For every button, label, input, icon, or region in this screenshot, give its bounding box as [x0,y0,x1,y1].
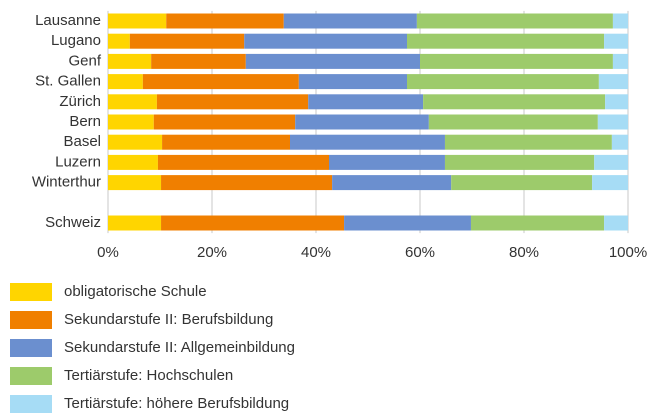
bar-segment [162,134,290,150]
legend-swatch [10,367,52,385]
legend-label: obligatorische Schule [64,283,207,300]
bar-segment [295,114,429,130]
bar-segment [416,13,613,29]
bar-segment [592,175,628,191]
bar-segment [108,74,143,90]
legend-swatch [10,311,52,329]
bar-segment [153,114,296,130]
bar-segment [151,53,246,69]
bar-segment [161,215,345,231]
x-tick-label: 0% [97,244,119,261]
bar-segment [166,13,284,29]
bar-segment [129,33,245,49]
x-tick-label: 80% [509,244,539,261]
bar-segment [444,154,595,170]
bar-segment [108,175,162,191]
bar-segment [407,74,599,90]
y-tick-label: Lugano [51,32,101,49]
bar-segment [332,175,452,191]
y-tick-label: Zürich [59,93,101,110]
y-tick-label: Basel [63,133,101,150]
bar-segment [283,13,417,29]
bar-segment [108,215,162,231]
y-tick-label: Bern [69,113,101,130]
bar-segment [108,134,163,150]
bar-segment [142,74,299,90]
bar-segment [598,74,628,90]
bar-segment [298,74,407,90]
x-tick-label: 20% [197,244,227,261]
bar-segment [156,94,309,110]
bar-segment [108,114,154,130]
bar-segment [108,53,152,69]
bar-segment [420,53,613,69]
legend-label: Tertiärstufe: Hochschulen [64,367,233,384]
bar-segment [344,215,471,231]
legend-label: Sekundarstufe II: Berufsbildung [64,311,273,328]
bar-segment [329,154,445,170]
bar-segment [451,175,593,191]
bar-segment [611,134,628,150]
legend-swatch [10,339,52,357]
bar-segment [605,94,628,110]
bar-segment [604,33,628,49]
bar-segment [157,154,329,170]
bar-segment [244,33,407,49]
y-tick-label: Luzern [55,153,101,170]
y-tick-label: Winterthur [32,174,101,191]
bar-segment [470,215,605,231]
bar-segment [604,215,628,231]
x-tick-label: 40% [301,244,331,261]
bar-segment [108,33,130,49]
y-tick-label: Genf [68,52,101,69]
x-tick-label: 100% [609,244,647,261]
bar-segment [612,13,628,29]
legend-label: Tertiärstufe: höhere Berufsbildung [64,395,289,412]
y-tick-label: Lausanne [35,12,101,29]
x-tick-label: 60% [405,244,435,261]
bar-segment [428,114,598,130]
legend-label: Sekundarstufe II: Allgemeinbildung [64,339,295,356]
bar-segment [290,134,445,150]
bar-segment [308,94,424,110]
bar-segment [407,33,605,49]
bar-segment [597,114,628,130]
bar-segment [423,94,606,110]
y-tick-label: Schweiz [45,214,101,231]
legend-swatch [10,283,52,301]
bar-segment [108,154,158,170]
bar-segment [161,175,333,191]
y-tick-label: St. Gallen [35,73,101,90]
bar-segment [108,94,157,110]
bar-segment [594,154,628,170]
legend-swatch [10,395,52,413]
bar-segment [612,53,628,69]
bar-segment [108,13,167,29]
bar-segment [245,53,420,69]
bar-segment [444,134,612,150]
